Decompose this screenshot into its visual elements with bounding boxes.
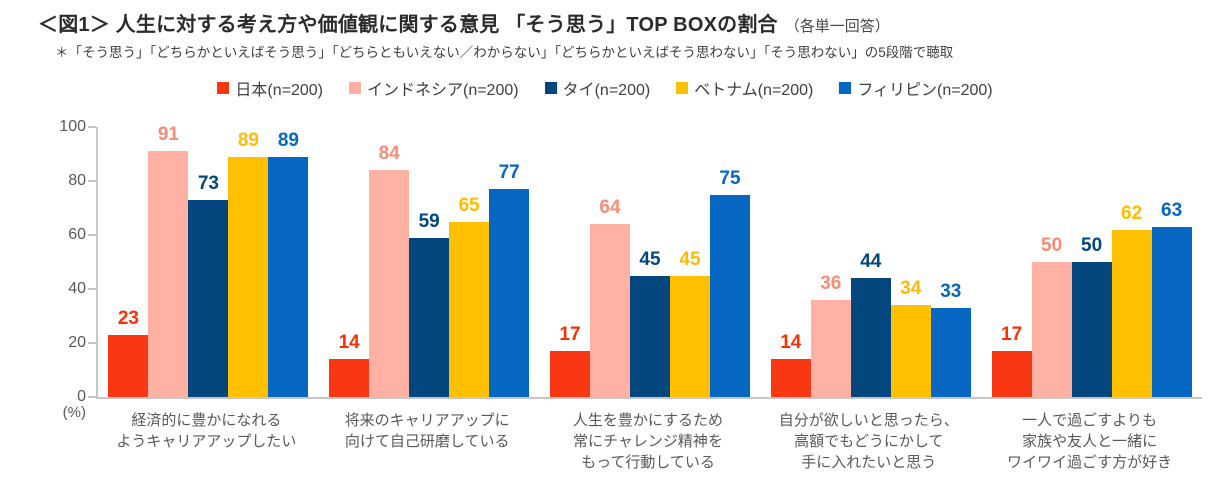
category-label: 人生を豊かにするため 常にチャレンジ精神を もって行動している [572,412,724,471]
bar: 73 [188,173,229,397]
category-label: 自分が欲しいと思ったら、 高額でもどうにかして 手に入れたいと思う [778,412,959,471]
y-axis-tick-mark [88,342,96,344]
y-axis-tick-label: 80 [68,172,86,189]
bar: 62 [1111,203,1152,397]
bar: 50 [1031,235,1072,397]
bar-value-label: 36 [820,272,842,294]
bar-value-label: 50 [1081,235,1103,256]
legend-marker-icon [544,82,557,94]
bar: 89 [268,130,309,397]
bar-value-label: 84 [378,143,400,165]
survey-scale-note: ＊「そう思う」「どちらかといえばそう思う」「どちらともいえない／わからない」「ど… [55,45,954,60]
legend-item: 日本(n=200) [217,76,323,100]
y-axis-tick-label: 20 [68,334,86,351]
category-label: 将来のキャリアアップに 向けて自己研磨している [344,412,510,450]
bar: 65 [449,195,490,397]
bar: 45 [629,249,670,397]
bar: 75 [709,168,750,397]
category-label: 一人で過ごすよりも 家族や友人と一緒に ワイワイ過ごす方が好き [1007,412,1173,471]
bar-value-label: 17 [1001,324,1023,346]
bar-value-label: 23 [117,307,139,329]
legend-item-label: インドネシア(n=200) [366,82,519,99]
bar: 14 [770,332,811,397]
bar-group: 17 50 50 62 63 [991,127,1192,397]
bar: 23 [108,308,149,397]
bar-value-label: 14 [780,332,802,354]
bar-value-label: 77 [498,162,520,184]
bar: 44 [850,251,891,397]
plot-area: 23 91 73 89 89 14 84 59 65 77 17 64 45 45 75 14 36 44 34 33… [96,124,1202,399]
legend-item-label: タイ(n=200) [562,82,651,99]
x-axis-category-labels: 経済的に豊かになれる ようキャリアアップしたい 将来のキャリアアップに 向けて自己研磨… [96,410,1200,473]
bar-value-label: 59 [418,210,440,232]
bar-value-label: 45 [639,248,661,270]
bar-value-label: 50 [1041,235,1063,256]
page-title: ＜図1＞ 人生に対する考え方や価値観に関する意見 「そう思う」TOP BOXの割… [38,8,890,37]
legend-item: フィリピン(n=200) [839,76,993,100]
bar-value-label: 44 [860,251,882,273]
chart-title-suffix: （各単一回答） [784,18,890,35]
bar-value-label: 33 [940,280,962,302]
bar: 17 [991,324,1032,397]
legend-item: インドネシア(n=200) [348,76,519,100]
bar: 36 [810,273,851,397]
bar: 84 [369,143,410,397]
bar: 17 [549,324,590,397]
bar: 14 [329,332,370,397]
legend-item-label: フィリピン(n=200) [857,82,993,99]
bar-value-label: 34 [900,278,922,300]
bar-value-label: 63 [1161,199,1183,221]
bar-value-label: 91 [157,124,179,146]
y-axis-tick-mark [88,180,96,182]
bar-value-label: 14 [338,332,360,354]
bar: 34 [890,278,931,397]
y-axis-tick-mark [88,234,96,236]
bar: 50 [1071,235,1112,397]
bar: 64 [589,197,630,397]
bar: 59 [409,211,450,397]
bar-value-label: 89 [237,129,259,151]
y-axis-tick-mark [88,288,96,290]
bar-value-label: 73 [197,172,219,194]
category-label: 経済的に豊かになれる ようキャリアアップしたい [116,412,297,450]
bar-group: 14 36 44 34 33 [770,127,971,397]
legend-item: タイ(n=200) [544,76,651,100]
legend-marker-icon [217,82,230,94]
bar-group: 17 64 45 45 75 [549,127,750,397]
y-axis-tick-mark [88,126,96,128]
y-axis-unit-label: (%) [62,404,86,421]
legend-marker-icon [839,82,852,94]
legend-item-label: ベトナム(n=200) [694,82,814,99]
bar-value-label: 45 [679,248,701,270]
bar: 63 [1151,200,1192,397]
bar-value-label: 17 [559,324,581,346]
bar: 89 [228,130,269,397]
bar: 45 [669,249,710,397]
bar-value-label: 62 [1121,202,1143,224]
bar: 91 [148,124,189,397]
bar: 77 [489,162,530,397]
bar-value-label: 89 [277,129,299,151]
chart-legend: 日本(n=200) インドネシア(n=200) タイ(n=200) ベトナム(n=20… [0,76,1210,100]
legend-item-label: 日本(n=200) [235,82,323,99]
y-axis-tick-label: 0 [77,388,86,405]
bar-group: 14 84 59 65 77 [329,127,530,397]
bar-value-label: 65 [458,194,480,216]
chart-title-text: ＜図1＞ 人生に対する考え方や価値観に関する意見 「そう思う」TOP BOXの割… [38,14,778,36]
bar-value-label: 75 [719,167,741,189]
legend-marker-icon [676,82,689,94]
legend-marker-icon [348,82,361,94]
legend-item: ベトナム(n=200) [676,76,813,100]
y-axis-tick-label: 60 [68,226,86,243]
y-axis-tick-mark [88,396,96,398]
bar-group: 23 91 73 89 89 [108,124,309,397]
y-axis-tick-label: 100 [59,118,86,135]
bar-value-label: 64 [599,197,621,219]
y-axis-tick-label: 40 [68,280,86,297]
bar: 33 [930,281,971,397]
